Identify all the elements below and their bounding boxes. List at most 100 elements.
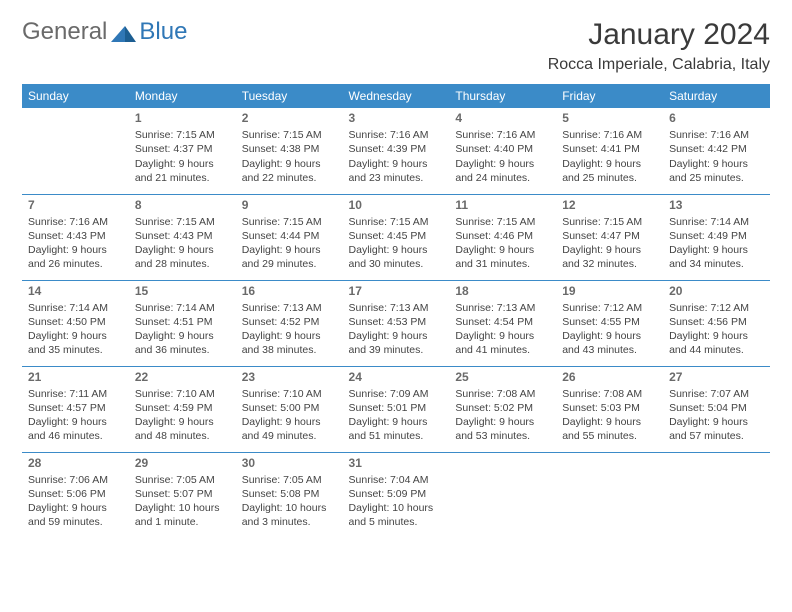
daylight-line: Daylight: 9 hours and 26 minutes. bbox=[28, 243, 123, 271]
sunset-line: Sunset: 5:06 PM bbox=[28, 487, 123, 501]
calendar-day-cell: 3Sunrise: 7:16 AMSunset: 4:39 PMDaylight… bbox=[343, 108, 450, 194]
daylight-line: Daylight: 9 hours and 43 minutes. bbox=[562, 329, 657, 357]
title-block: January 2024 Rocca Imperiale, Calabria, … bbox=[548, 18, 770, 74]
daylight-line: Daylight: 9 hours and 51 minutes. bbox=[349, 415, 444, 443]
sunset-line: Sunset: 4:46 PM bbox=[455, 229, 550, 243]
calendar-day-cell: 19Sunrise: 7:12 AMSunset: 4:55 PMDayligh… bbox=[556, 280, 663, 366]
day-number: 12 bbox=[562, 197, 657, 213]
calendar-week-row: 28Sunrise: 7:06 AMSunset: 5:06 PMDayligh… bbox=[22, 452, 770, 538]
weekday-header: Wednesday bbox=[343, 84, 450, 108]
sunrise-line: Sunrise: 7:14 AM bbox=[28, 301, 123, 315]
sunset-line: Sunset: 4:54 PM bbox=[455, 315, 550, 329]
daylight-line: Daylight: 10 hours and 5 minutes. bbox=[349, 501, 444, 529]
sunrise-line: Sunrise: 7:04 AM bbox=[349, 473, 444, 487]
weekday-header: Tuesday bbox=[236, 84, 343, 108]
daylight-line: Daylight: 9 hours and 34 minutes. bbox=[669, 243, 764, 271]
sunrise-line: Sunrise: 7:15 AM bbox=[349, 215, 444, 229]
daylight-line: Daylight: 9 hours and 57 minutes. bbox=[669, 415, 764, 443]
sunset-line: Sunset: 5:04 PM bbox=[669, 401, 764, 415]
sunrise-line: Sunrise: 7:16 AM bbox=[349, 128, 444, 142]
sunrise-line: Sunrise: 7:09 AM bbox=[349, 387, 444, 401]
sunrise-line: Sunrise: 7:12 AM bbox=[669, 301, 764, 315]
calendar-empty-cell bbox=[449, 452, 556, 538]
daylight-line: Daylight: 9 hours and 46 minutes. bbox=[28, 415, 123, 443]
sunset-line: Sunset: 5:02 PM bbox=[455, 401, 550, 415]
calendar-day-cell: 25Sunrise: 7:08 AMSunset: 5:02 PMDayligh… bbox=[449, 366, 556, 452]
calendar-day-cell: 14Sunrise: 7:14 AMSunset: 4:50 PMDayligh… bbox=[22, 280, 129, 366]
sunset-line: Sunset: 4:51 PM bbox=[135, 315, 230, 329]
calendar-day-cell: 28Sunrise: 7:06 AMSunset: 5:06 PMDayligh… bbox=[22, 452, 129, 538]
daylight-line: Daylight: 9 hours and 29 minutes. bbox=[242, 243, 337, 271]
brand-mark-icon bbox=[111, 22, 137, 42]
day-number: 19 bbox=[562, 283, 657, 299]
sunset-line: Sunset: 4:40 PM bbox=[455, 142, 550, 156]
calendar-day-cell: 30 Sunrise: 7:05 AMSunset: 5:08 PMDayligh… bbox=[236, 452, 343, 538]
day-number: 16 bbox=[242, 283, 337, 299]
calendar-day-cell: 6Sunrise: 7:16 AMSunset: 4:42 PMDaylight… bbox=[663, 108, 770, 194]
calendar-day-cell: 5Sunrise: 7:16 AMSunset: 4:41 PMDaylight… bbox=[556, 108, 663, 194]
sunrise-line: Sunrise: 7:13 AM bbox=[349, 301, 444, 315]
sunset-line: Sunset: 5:01 PM bbox=[349, 401, 444, 415]
day-number: 5 bbox=[562, 110, 657, 126]
sunrise-line: Sunrise: 7:13 AM bbox=[455, 301, 550, 315]
sunset-line: Sunset: 4:56 PM bbox=[669, 315, 764, 329]
sunset-line: Sunset: 5:07 PM bbox=[135, 487, 230, 501]
calendar-day-cell: 2Sunrise: 7:15 AMSunset: 4:38 PMDaylight… bbox=[236, 108, 343, 194]
sunrise-line: Sunrise: 7:15 AM bbox=[455, 215, 550, 229]
daylight-line: Daylight: 10 hours and 3 minutes. bbox=[242, 501, 337, 529]
sunrise-line: Sunrise: 7:07 AM bbox=[669, 387, 764, 401]
calendar-day-cell: 26Sunrise: 7:08 AMSunset: 5:03 PMDayligh… bbox=[556, 366, 663, 452]
calendar-day-cell: 23Sunrise: 7:10 AMSunset: 5:00 PMDayligh… bbox=[236, 366, 343, 452]
daylight-line: Daylight: 9 hours and 35 minutes. bbox=[28, 329, 123, 357]
day-number: 20 bbox=[669, 283, 764, 299]
daylight-line: Daylight: 9 hours and 31 minutes. bbox=[455, 243, 550, 271]
day-number: 3 bbox=[349, 110, 444, 126]
day-number: 26 bbox=[562, 369, 657, 385]
calendar-day-cell: 17Sunrise: 7:13 AMSunset: 4:53 PMDayligh… bbox=[343, 280, 450, 366]
calendar-week-row: 14Sunrise: 7:14 AMSunset: 4:50 PMDayligh… bbox=[22, 280, 770, 366]
sunrise-line: Sunrise: 7:16 AM bbox=[28, 215, 123, 229]
daylight-line: Daylight: 9 hours and 48 minutes. bbox=[135, 415, 230, 443]
sunset-line: Sunset: 4:50 PM bbox=[28, 315, 123, 329]
day-number: 8 bbox=[135, 197, 230, 213]
daylight-line: Daylight: 10 hours and 1 minute. bbox=[135, 501, 230, 529]
day-number: 22 bbox=[135, 369, 230, 385]
calendar-day-cell: 21Sunrise: 7:11 AMSunset: 4:57 PMDayligh… bbox=[22, 366, 129, 452]
sunset-line: Sunset: 5:00 PM bbox=[242, 401, 337, 415]
sunset-line: Sunset: 4:59 PM bbox=[135, 401, 230, 415]
sunrise-line: Sunrise: 7:05 AM bbox=[242, 473, 337, 487]
day-number: 21 bbox=[28, 369, 123, 385]
sunrise-line: Sunrise: 7:08 AM bbox=[455, 387, 550, 401]
sunset-line: Sunset: 4:42 PM bbox=[669, 142, 764, 156]
day-number: 30 bbox=[242, 455, 337, 471]
sunrise-line: Sunrise: 7:16 AM bbox=[455, 128, 550, 142]
daylight-line: Daylight: 9 hours and 44 minutes. bbox=[669, 329, 764, 357]
daylight-line: Daylight: 9 hours and 38 minutes. bbox=[242, 329, 337, 357]
calendar-day-cell: 13Sunrise: 7:14 AMSunset: 4:49 PMDayligh… bbox=[663, 194, 770, 280]
sunset-line: Sunset: 4:55 PM bbox=[562, 315, 657, 329]
day-number: 7 bbox=[28, 197, 123, 213]
sunrise-line: Sunrise: 7:10 AM bbox=[135, 387, 230, 401]
calendar-day-cell: 9Sunrise: 7:15 AMSunset: 4:44 PMDaylight… bbox=[236, 194, 343, 280]
location-text: Rocca Imperiale, Calabria, Italy bbox=[548, 56, 770, 74]
weekday-header: Thursday bbox=[449, 84, 556, 108]
calendar-day-cell: 7Sunrise: 7:16 AMSunset: 4:43 PMDaylight… bbox=[22, 194, 129, 280]
day-number: 2 bbox=[242, 110, 337, 126]
sunset-line: Sunset: 4:53 PM bbox=[349, 315, 444, 329]
day-number: 15 bbox=[135, 283, 230, 299]
sunrise-line: Sunrise: 7:15 AM bbox=[562, 215, 657, 229]
weekday-header: Friday bbox=[556, 84, 663, 108]
sunset-line: Sunset: 4:43 PM bbox=[135, 229, 230, 243]
calendar-day-cell: 4Sunrise: 7:16 AMSunset: 4:40 PMDaylight… bbox=[449, 108, 556, 194]
sunrise-line: Sunrise: 7:16 AM bbox=[562, 128, 657, 142]
sunrise-line: Sunrise: 7:10 AM bbox=[242, 387, 337, 401]
weekday-header: Saturday bbox=[663, 84, 770, 108]
day-number: 13 bbox=[669, 197, 764, 213]
sunrise-line: Sunrise: 7:15 AM bbox=[242, 128, 337, 142]
calendar-empty-cell bbox=[22, 108, 129, 194]
day-number: 4 bbox=[455, 110, 550, 126]
sunset-line: Sunset: 4:52 PM bbox=[242, 315, 337, 329]
calendar-day-cell: 18Sunrise: 7:13 AMSunset: 4:54 PMDayligh… bbox=[449, 280, 556, 366]
sunset-line: Sunset: 5:08 PM bbox=[242, 487, 337, 501]
weekday-header: Monday bbox=[129, 84, 236, 108]
